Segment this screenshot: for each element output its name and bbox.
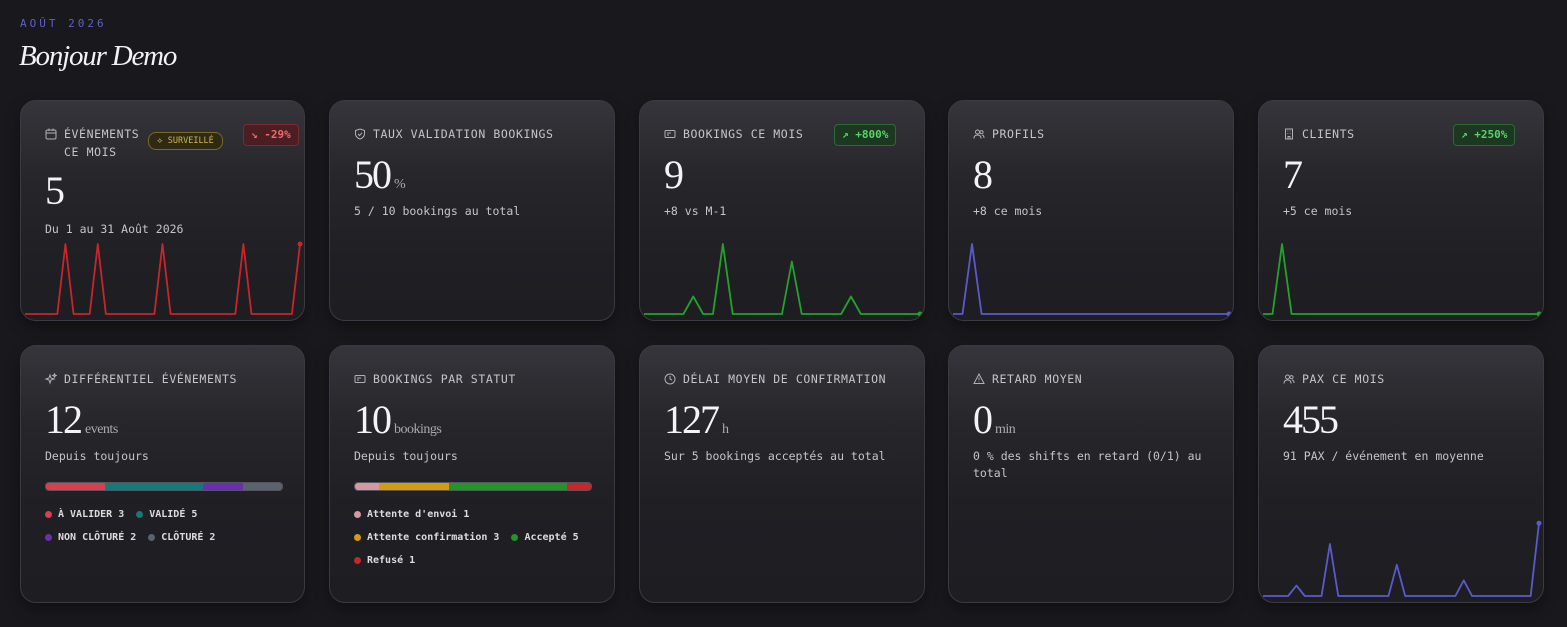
greeting-title: Bonjour Demo: [19, 40, 177, 72]
card-clients[interactable]: CLIENTS ↗ +250% 7 +5 ce mois: [1258, 100, 1544, 321]
sparkline-series: [1263, 243, 1539, 315]
legend-item-attente-confirmation: Attente confirmation 3: [354, 532, 499, 543]
events-status-legend: À VALIDER 3 VALIDÉ 5 NON CLÔTURÉ 2 CLÔTURÉ 2: [45, 503, 295, 549]
sparkline-series: [644, 243, 920, 315]
card-value: 0 min: [973, 397, 1016, 442]
bookings-status-bar: [354, 482, 592, 491]
card-title: PAX CE MOIS: [1302, 372, 1385, 386]
card-value: 10 bookings: [354, 397, 442, 442]
value-unit: min: [995, 422, 1016, 437]
value-unit: %: [394, 177, 406, 192]
card-subtext: 91 PAX / événement en moyenne: [1283, 449, 1484, 463]
bar-segment: [355, 483, 379, 490]
building-icon: [1285, 128, 1293, 140]
card-title: RETARD MOYEN: [992, 372, 1083, 386]
card-title-line1: ÉVÉNEMENTS: [64, 127, 140, 141]
legend-item-attente-envoi: Attente d'envoi 1: [354, 509, 469, 520]
warning-icon: [973, 373, 985, 384]
events-status-bar: [45, 482, 283, 491]
sparkline-chart: [1263, 520, 1542, 597]
sparkline-endpoint: [297, 241, 303, 247]
card-validation-rate[interactable]: TAUX VALIDATION BOOKINGS 50% 5 / 10 book…: [329, 100, 615, 321]
value-unit: h: [722, 422, 729, 437]
card-title: TAUX VALIDATION BOOKINGS: [373, 127, 554, 141]
sparkline-endpoint: [1536, 311, 1542, 317]
month-label: AOÛT 2026: [20, 17, 107, 30]
card-events-differential[interactable]: DIFFÉRENTIEL ÉVÉNEMENTS 12 events Depuis …: [20, 345, 305, 603]
sparkline-series: [25, 243, 301, 315]
legend-item-valide: VALIDÉ 5: [136, 509, 197, 520]
card-confirmation-delay[interactable]: DÉLAI MOYEN DE CONFIRMATION 127 h Sur 5 b…: [639, 345, 925, 603]
card-title: PROFILS: [992, 127, 1045, 141]
trend-up-badge: ↗ +800%: [834, 124, 897, 146]
card-title: BOOKINGS PAR STATUT: [373, 372, 516, 386]
bar-segment: [203, 483, 243, 490]
card-title: DIFFÉRENTIEL ÉVÉNEMENTS: [64, 372, 238, 386]
card-subtext: Du 1 au 31 Août 2026: [45, 222, 184, 236]
bar-segment: [242, 483, 282, 490]
legend-item-non-cloture: NON CLÔTURÉ 2: [45, 532, 136, 543]
card-profiles[interactable]: PROFILS 8 +8 ce mois: [948, 100, 1234, 321]
users-icon: [973, 129, 985, 139]
card-value: 12 events: [45, 397, 118, 442]
calendar-icon: [45, 128, 57, 140]
legend-item-a-valider: À VALIDER 3: [45, 509, 124, 520]
sparkline-endpoint: [917, 311, 923, 317]
legend-item-accepte: Accepté 5: [511, 532, 579, 543]
sparkline-series: [953, 243, 1229, 315]
bar-segment: [46, 483, 105, 490]
card-value: 8: [973, 152, 993, 197]
card-subtext: Depuis toujours: [45, 449, 149, 463]
card-title: CLIENTS: [1302, 127, 1355, 141]
bar-segment: [105, 483, 204, 490]
card-subtext: +5 ce mois: [1283, 204, 1353, 218]
legend-item-refuse: Refusé 1: [354, 555, 415, 566]
bar-segment: [449, 483, 568, 490]
bar-segment: [378, 483, 450, 490]
ticket-icon: [354, 375, 366, 383]
value-unit: events: [85, 422, 118, 437]
card-subtext: +8 ce mois: [973, 204, 1043, 218]
sparkline-endpoint: [1226, 311, 1232, 317]
card-value: 455: [1283, 397, 1339, 442]
card-subtext: 0 % des shifts en retard (0/1) au total: [973, 449, 1202, 480]
surveille-pill: ⟡ SURVEILLÉ: [148, 132, 223, 150]
sparkline-chart: [1263, 243, 1542, 317]
shield-check-icon: [355, 128, 365, 140]
card-subtext: 5 / 10 bookings au total: [354, 204, 521, 218]
ticket-icon: [664, 130, 676, 138]
sparkline-chart: [953, 243, 1232, 317]
card-value: 9: [664, 152, 684, 197]
value-unit: bookings: [394, 422, 442, 437]
sparkline-chart: [644, 243, 923, 317]
bookings-status-legend: Attente d'envoi 1 Attente confirmation 3 A…: [354, 503, 604, 572]
card-subtext: Depuis toujours: [354, 449, 458, 463]
card-value: 50%: [354, 152, 406, 197]
card-value: 5: [45, 168, 65, 213]
sparkline-chart: [25, 241, 303, 315]
users-icon: [1283, 374, 1295, 384]
sparkles-icon: [45, 373, 57, 385]
bar-segment: [567, 483, 591, 490]
card-bookings-by-status[interactable]: BOOKINGS PAR STATUT 10 bookings Depuis to…: [329, 345, 615, 603]
card-value: 7: [1283, 152, 1303, 197]
card-subtext: +8 vs M-1: [664, 204, 727, 218]
trend-down-badge: ↘ -29%: [243, 124, 299, 146]
card-events-this-month[interactable]: ÉVÉNEMENTS CE MOIS ⟡ SURVEILLÉ ↘ -29% 5 D…: [20, 100, 305, 321]
card-title: DÉLAI MOYEN DE CONFIRMATION: [683, 372, 887, 386]
card-bookings-this-month[interactable]: BOOKINGS CE MOIS ↗ +800% 9 +8 vs M-1: [639, 100, 925, 321]
legend-item-cloture: CLÔTURÉ 2: [148, 532, 215, 543]
sparkline-series: [1263, 523, 1540, 597]
card-average-delay[interactable]: RETARD MOYEN 0 min 0 % des shifts en reta…: [948, 345, 1234, 603]
trend-up-badge: ↗ +250%: [1453, 124, 1516, 146]
sparkline-endpoint: [1536, 520, 1542, 526]
card-pax-this-month[interactable]: PAX CE MOIS 455 91 PAX / événement en mo…: [1258, 345, 1544, 603]
card-title: BOOKINGS CE MOIS: [683, 127, 804, 141]
card-subtext: Sur 5 bookings acceptés au total: [664, 449, 886, 463]
clock-icon: [664, 373, 676, 385]
card-value: 127 h: [664, 397, 729, 442]
card-title-line2: CE MOIS: [64, 145, 117, 159]
